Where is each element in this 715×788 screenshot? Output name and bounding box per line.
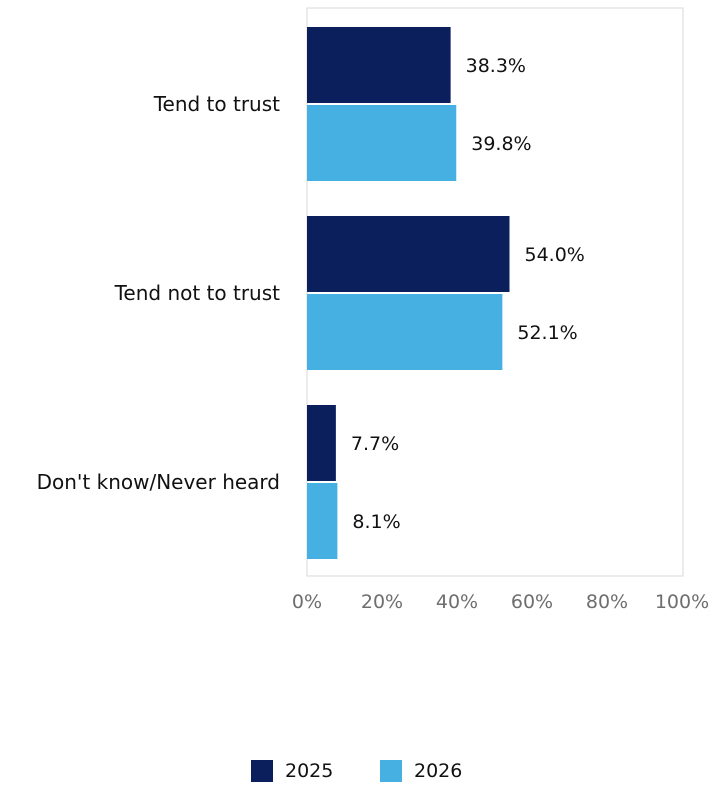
legend: 2025 2026	[0, 760, 715, 788]
legend-label-2026: 2026	[414, 760, 463, 782]
value-label-tend-not-to-trust-2026: 52.1%	[517, 322, 577, 344]
x-tick-label-1: 20%	[361, 591, 403, 613]
legend-swatch-2025	[251, 760, 273, 782]
category-label-tend-to-trust: Tend to trust	[153, 92, 280, 116]
bar-tend-not-to-trust-2026	[307, 294, 503, 370]
category-label-tend-not-to-trust: Tend not to trust	[114, 281, 281, 305]
x-tick-label-5: 100%	[655, 591, 709, 613]
legend-item-2026: 2026	[380, 760, 462, 782]
value-label-tend-not-to-trust-2025: 54.0%	[525, 244, 585, 266]
value-label-tend-to-trust-2026: 39.8%	[471, 133, 531, 155]
bar-don-t-know-never-heard-2025	[307, 405, 336, 481]
bar-tend-not-to-trust-2025	[307, 216, 510, 292]
bar-don-t-know-never-heard-2026	[307, 483, 338, 559]
legend-label-2025: 2025	[285, 760, 334, 782]
category-label-don-t-know-never-heard: Don't know/Never heard	[37, 470, 280, 494]
x-tick-label-4: 80%	[586, 591, 628, 613]
x-tick-label-3: 60%	[511, 591, 553, 613]
value-label-tend-to-trust-2025: 38.3%	[466, 55, 526, 77]
value-label-don-t-know-never-heard-2026: 8.1%	[352, 511, 400, 533]
legend-swatch-2026	[380, 760, 402, 782]
x-tick-label-0: 0%	[292, 591, 322, 613]
legend-item-2025: 2025	[251, 760, 333, 782]
bar-tend-to-trust-2025	[307, 27, 451, 103]
bar-tend-to-trust-2026	[307, 105, 457, 181]
x-tick-label-2: 40%	[436, 591, 478, 613]
value-label-don-t-know-never-heard-2025: 7.7%	[351, 433, 399, 455]
